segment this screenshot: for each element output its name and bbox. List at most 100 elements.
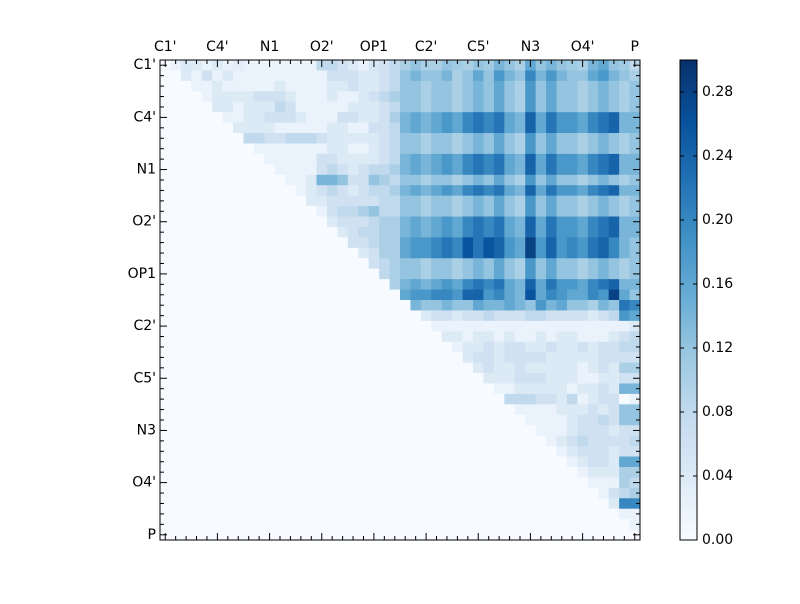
heatmap-cell	[243, 519, 255, 530]
heatmap-cell	[326, 487, 338, 499]
heatmap-cell	[619, 435, 630, 447]
heatmap-cell	[473, 122, 484, 134]
heatmap-cell	[358, 101, 370, 113]
heatmap-cell	[577, 320, 589, 332]
heatmap-cell	[629, 80, 641, 92]
heatmap-cell	[577, 279, 589, 290]
heatmap-cell	[295, 331, 307, 343]
heatmap-cell	[285, 425, 297, 437]
heatmap-cell	[160, 383, 171, 395]
heatmap-cell	[598, 289, 610, 301]
heatmap-cell	[253, 456, 265, 468]
heatmap-cell	[619, 174, 630, 186]
heatmap-cell	[608, 466, 620, 478]
heatmap-cell	[556, 529, 568, 541]
heatmap-cell	[347, 164, 359, 176]
heatmap-cell	[452, 153, 464, 165]
heatmap-cell	[326, 508, 338, 520]
heatmap-cell	[514, 268, 526, 280]
heatmap-cell	[222, 226, 234, 238]
heatmap-cell	[274, 508, 286, 520]
heatmap-cell	[400, 373, 411, 384]
heatmap-cell	[525, 404, 537, 416]
heatmap-cell	[452, 174, 464, 186]
heatmap-cell	[546, 487, 557, 499]
heatmap-cell	[441, 80, 453, 92]
heatmap-cell	[368, 456, 380, 468]
heatmap-cell	[400, 331, 411, 343]
heatmap-cell	[160, 101, 171, 113]
heatmap-cell	[358, 143, 370, 155]
heatmap-cell	[316, 143, 328, 155]
heatmap-cell	[170, 247, 182, 259]
heatmap-cell	[452, 101, 464, 113]
heatmap-cell	[546, 300, 557, 311]
heatmap-cell	[180, 373, 192, 384]
heatmap-cell	[619, 519, 630, 530]
heatmap-cell	[306, 174, 317, 186]
heatmap-cell	[180, 279, 192, 290]
heatmap-cell	[170, 185, 182, 197]
heatmap-cell	[619, 247, 630, 259]
heatmap-cell	[462, 91, 474, 103]
heatmap-cell	[400, 508, 411, 520]
heatmap-cell	[191, 373, 203, 384]
heatmap-cell	[566, 362, 578, 374]
heatmap-cell	[212, 258, 224, 270]
heatmap-cell	[274, 466, 286, 478]
heatmap-cell	[347, 206, 359, 217]
heatmap-cell	[358, 60, 370, 71]
heatmap-cell	[358, 133, 370, 144]
heatmap-cell	[452, 383, 464, 395]
heatmap-cell	[546, 498, 557, 510]
heatmap-cell	[452, 456, 464, 468]
heatmap-cell	[493, 341, 505, 353]
heatmap-cell	[493, 373, 505, 384]
heatmap-cell	[295, 112, 307, 124]
heatmap-cell	[212, 393, 224, 405]
heatmap-cell	[504, 143, 516, 155]
heatmap-cell	[337, 91, 349, 103]
heatmap-cell	[535, 425, 547, 437]
heatmap-cell	[566, 393, 578, 405]
heatmap-cell	[389, 352, 401, 364]
heatmap-cell	[619, 331, 630, 343]
heatmap-cell	[452, 414, 464, 426]
heatmap-cell	[504, 352, 516, 364]
heatmap-cell	[368, 80, 380, 92]
y-tick-label: OP1	[128, 266, 156, 282]
heatmap-cell	[441, 268, 453, 280]
heatmap-cell	[347, 185, 359, 197]
heatmap-cell	[629, 341, 641, 353]
heatmap-cell	[525, 206, 537, 217]
heatmap-cell	[389, 383, 401, 395]
heatmap-cell	[473, 185, 484, 197]
heatmap-cell	[525, 122, 537, 134]
heatmap-cell	[160, 226, 171, 238]
heatmap-cell	[379, 373, 390, 384]
heatmap-cell	[379, 195, 390, 207]
heatmap-cell	[222, 320, 234, 332]
heatmap-cell	[431, 498, 443, 510]
heatmap-cell	[608, 310, 620, 322]
heatmap-cell	[556, 226, 568, 238]
heatmap-cell	[535, 383, 547, 395]
heatmap-cell	[368, 237, 380, 249]
heatmap-cell	[201, 216, 213, 228]
heatmap-cell	[598, 446, 610, 457]
heatmap-cell	[389, 237, 401, 249]
heatmap-cell	[608, 477, 620, 489]
heatmap-cell	[212, 331, 224, 343]
heatmap-cell	[379, 91, 390, 103]
heatmap-cell	[212, 268, 224, 280]
heatmap-cell	[546, 404, 557, 416]
heatmap-cell	[306, 320, 317, 332]
heatmap-cell	[253, 310, 265, 322]
heatmap-cell	[337, 153, 349, 165]
heatmap-cell	[441, 414, 453, 426]
heatmap-cell	[483, 310, 495, 322]
heatmap-cell	[441, 164, 453, 176]
heatmap-cell	[619, 60, 630, 71]
heatmap-cell	[191, 529, 203, 541]
heatmap-cell	[535, 237, 547, 249]
